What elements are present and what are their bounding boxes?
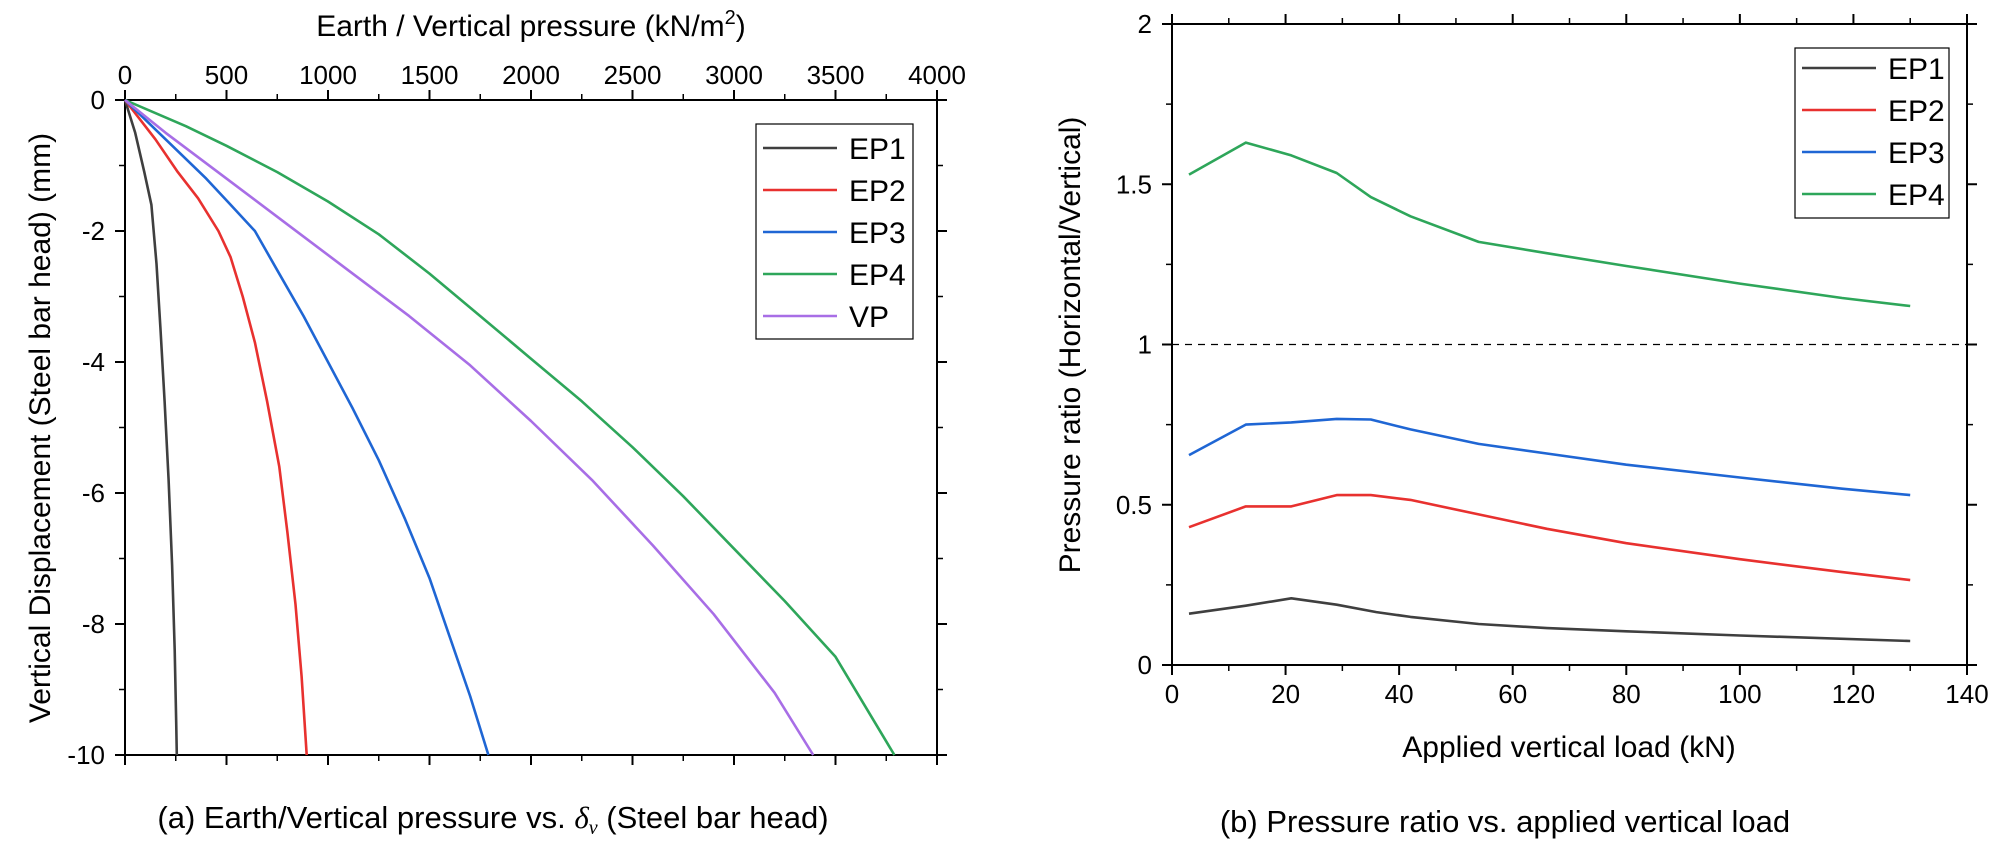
- series-line-ep1: [1188, 596, 1911, 643]
- x-tick-label: 4000: [908, 60, 966, 90]
- y-tick-label: 1.5: [1116, 169, 1152, 199]
- y-axis-title-b: Pressure ratio (Horizontal/Vertical): [1054, 117, 1087, 574]
- x-axis-ticks-b: 0 20 40 60 80 100 120 140: [1165, 14, 1989, 709]
- x-tick-label: 3500: [807, 60, 865, 90]
- legend-box-b: [1794, 47, 1950, 219]
- x-tick-label: 140: [1945, 679, 1988, 709]
- legend-label-vp: VP: [849, 301, 889, 334]
- y-tick-label: 1: [1138, 330, 1152, 360]
- chart-panel-a: 0 500 1000 1500 2000 2500 3000 3500 4000 0 -2 -4 -6…: [24, 7, 966, 839]
- x-tick-label: 0: [118, 60, 132, 90]
- x-tick-label: 3000: [705, 60, 763, 90]
- x-tick-label: 2000: [502, 60, 560, 90]
- legend-label-ep2: EP2: [1888, 95, 1945, 128]
- y-tick-label: 0.5: [1116, 490, 1152, 520]
- y-axis-ticks-b: 0 0.5 1 1.5 2: [1116, 9, 1977, 680]
- x-tick-label: 20: [1271, 679, 1300, 709]
- chart-panel-b: 0 20 40 60 80 100 120 140 0 0.5 1 1.5 2 Applied ver…: [1054, 9, 1989, 839]
- legend-label-ep1: EP1: [1888, 53, 1945, 86]
- series-line-ep2: [1188, 493, 1911, 582]
- x-axis-title-a: Earth / Vertical pressure (kN/m2): [316, 7, 746, 43]
- x-axis-ticks-a: 0 500 1000 1500 2000 2500 3000 3500 4000: [118, 60, 966, 765]
- x-tick-label: 0: [1165, 679, 1179, 709]
- x-tick-label: 60: [1498, 679, 1527, 709]
- x-tick-label: 100: [1718, 679, 1761, 709]
- legend-b: EP1 EP2 EP3 EP4: [1794, 47, 1950, 219]
- x-tick-label: 2500: [604, 60, 662, 90]
- y-tick-label: 0: [1138, 650, 1152, 680]
- series-line-ep4: [124, 98, 896, 756]
- y-axis-title-a: Vertical Displacement (Steel bar head) (…: [24, 133, 57, 723]
- caption-a: (a) Earth/Vertical pressure vs. δv (Stee…: [157, 800, 828, 839]
- legend-a: EP1 EP2 EP3 EP4 VP: [755, 123, 914, 340]
- series-line-ep2: [123, 99, 308, 756]
- series-line-vp: [124, 98, 815, 756]
- y-tick-label: 0: [91, 85, 105, 115]
- y-axis-ticks-a: 0 -2 -4 -6 -8 -10: [67, 85, 947, 770]
- legend-label-ep3: EP3: [1888, 137, 1945, 170]
- x-tick-label: 1000: [299, 60, 357, 90]
- y-tick-label: -4: [82, 347, 105, 377]
- legend-label-ep3: EP3: [849, 217, 906, 250]
- y-tick-label: -8: [82, 609, 105, 639]
- series-line-ep3: [124, 99, 490, 756]
- x-tick-label: 80: [1612, 679, 1641, 709]
- series-line-ep1: [123, 99, 179, 756]
- series-line-ep4: [1188, 141, 1911, 308]
- x-axis-title-b: Applied vertical load (kN): [1402, 731, 1735, 764]
- series-lines-b: [1188, 141, 1911, 643]
- caption-b: (b) Pressure ratio vs. applied vertical …: [1220, 804, 1790, 839]
- legend-label-ep4: EP4: [1888, 179, 1945, 212]
- y-tick-label: -6: [82, 478, 105, 508]
- x-tick-label: 1500: [401, 60, 459, 90]
- x-tick-label: 120: [1832, 679, 1875, 709]
- legend-label-ep4: EP4: [849, 259, 906, 292]
- series-line-ep3: [1188, 417, 1911, 497]
- y-tick-label: -2: [82, 216, 105, 246]
- legend-label-ep1: EP1: [849, 133, 906, 166]
- y-tick-label: 2: [1138, 9, 1152, 39]
- legend-label-ep2: EP2: [849, 175, 906, 208]
- series-lines-a: [123, 98, 896, 756]
- x-tick-label: 500: [205, 60, 248, 90]
- x-tick-label: 40: [1385, 679, 1414, 709]
- y-tick-label: -10: [67, 740, 105, 770]
